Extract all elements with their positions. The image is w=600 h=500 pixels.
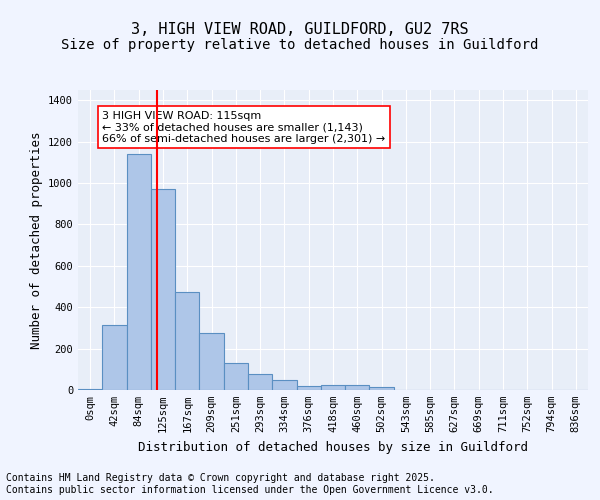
Bar bbox=[296, 386, 321, 390]
Bar bbox=[248, 374, 272, 390]
Text: 3 HIGH VIEW ROAD: 115sqm
← 33% of detached houses are smaller (1,143)
66% of sem: 3 HIGH VIEW ROAD: 115sqm ← 33% of detach… bbox=[102, 110, 386, 144]
Bar bbox=[78, 389, 102, 390]
Bar bbox=[345, 386, 370, 390]
Bar bbox=[224, 363, 248, 390]
Bar bbox=[175, 292, 199, 390]
Bar bbox=[102, 325, 127, 390]
Bar bbox=[370, 387, 394, 390]
Text: Contains HM Land Registry data © Crown copyright and database right 2025.
Contai: Contains HM Land Registry data © Crown c… bbox=[6, 474, 494, 495]
Bar bbox=[127, 154, 151, 390]
X-axis label: Distribution of detached houses by size in Guildford: Distribution of detached houses by size … bbox=[138, 440, 528, 454]
Bar bbox=[321, 386, 345, 390]
Text: Size of property relative to detached houses in Guildford: Size of property relative to detached ho… bbox=[61, 38, 539, 52]
Bar bbox=[151, 190, 175, 390]
Y-axis label: Number of detached properties: Number of detached properties bbox=[29, 131, 43, 349]
Bar bbox=[272, 380, 296, 390]
Text: 3, HIGH VIEW ROAD, GUILDFORD, GU2 7RS: 3, HIGH VIEW ROAD, GUILDFORD, GU2 7RS bbox=[131, 22, 469, 38]
Bar bbox=[199, 333, 224, 390]
